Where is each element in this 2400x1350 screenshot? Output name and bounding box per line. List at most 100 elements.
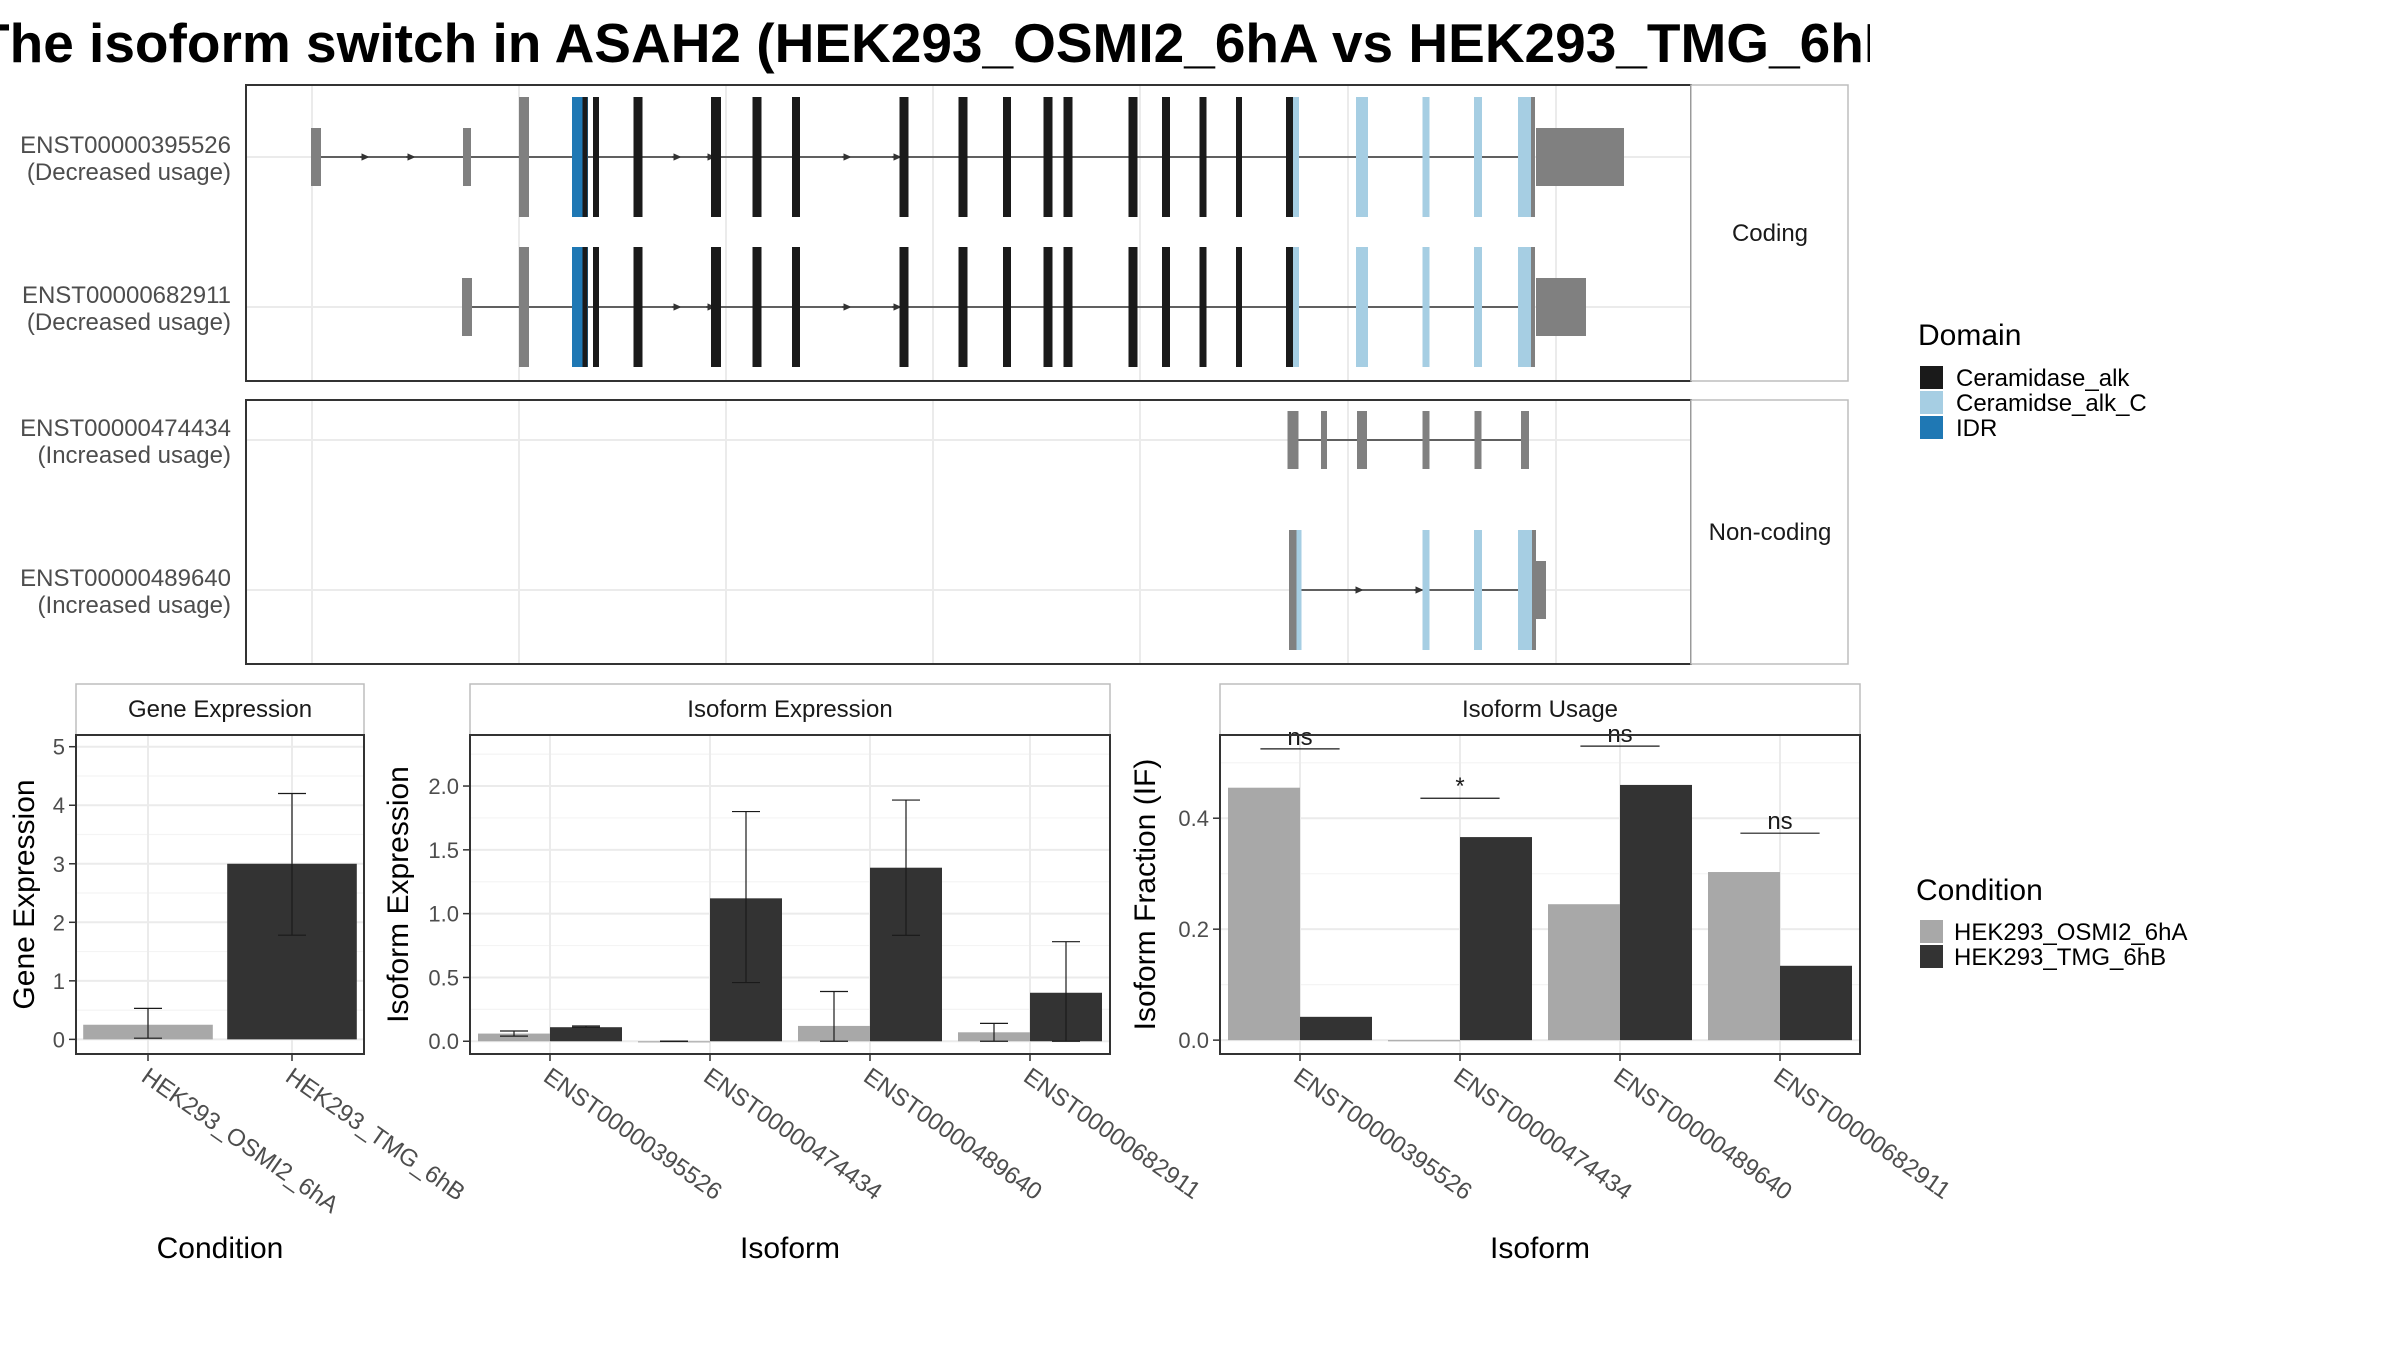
utr-exon <box>463 128 471 186</box>
ceramidase-alk-exon <box>633 247 643 367</box>
chart-strip-title: Isoform Usage <box>1462 696 1618 723</box>
chart-panel-border <box>75 734 365 1055</box>
ceramidase-alk-exon <box>1286 97 1294 217</box>
transcript-usage-label: (Decreased usage) <box>27 159 231 186</box>
significance-label: ns <box>1287 724 1312 751</box>
chart-panel-border <box>469 734 1111 1055</box>
transcript-id-label: ENST00000489640 <box>20 565 231 592</box>
utr-exon <box>1531 247 1535 367</box>
ceramidase-alk-exon <box>1128 97 1138 217</box>
condition-legend-key <box>1920 945 1943 968</box>
chart-strip-title: Gene Expression <box>128 696 312 723</box>
y-tick-label: 0.2 <box>1178 917 1209 942</box>
ceramidse-alk-c-exon <box>1422 247 1430 367</box>
significance-label: ns <box>1767 808 1792 835</box>
noncoding-exon <box>1357 411 1367 469</box>
utr-exon <box>519 247 529 367</box>
utr-3prime-block <box>1536 561 1546 619</box>
ceramidase-alk-exon <box>1043 97 1053 217</box>
bar <box>1388 1040 1460 1042</box>
bar <box>1780 965 1852 1041</box>
chart-isoform-usage: Isoform Usagens*nsns0.00.20.4ENST0000039… <box>1129 683 1955 1265</box>
ceramidase-alk-exon <box>1063 247 1073 367</box>
ceramidase-alk-exon <box>1236 247 1242 367</box>
significance-label: * <box>1455 773 1464 800</box>
noncoding-exon <box>1474 411 1482 469</box>
ceramidase-alk-exon <box>1162 247 1170 367</box>
ceramidse-alk-c-exon <box>1356 247 1368 367</box>
chart-strip <box>75 683 365 736</box>
ceramidse-alk-c-exon <box>1518 97 1532 217</box>
bar <box>1548 904 1620 1041</box>
noncoding-exon <box>1521 411 1529 469</box>
ceramidse-alk-c-exon <box>1422 97 1430 217</box>
ceramidse-alk-c-exon <box>1293 97 1299 217</box>
bar <box>1708 872 1780 1041</box>
ceramidse-alk-c-exon <box>1293 247 1299 367</box>
bar <box>550 1027 622 1042</box>
ceramidse-alk-c-exon <box>1474 247 1482 367</box>
bar <box>1460 837 1532 1041</box>
facet-label-non-coding: Non-coding <box>1709 519 1832 546</box>
y-axis-title: Gene Expression <box>8 779 41 1009</box>
noncoding-exon <box>1422 411 1430 469</box>
transcript-usage-label: (Increased usage) <box>38 592 231 619</box>
plot-title-text: The isoform switch in ASAH2 (HEK293_OSMI… <box>0 12 1870 74</box>
y-tick-label: 1 <box>53 969 65 994</box>
ceramidase-alk-exon <box>593 97 599 217</box>
domain-legend-label: Ceramidase_alk <box>1956 365 2130 392</box>
ceramidase-alk-exon <box>958 247 968 367</box>
ceramidase-alk-exon <box>1003 97 1011 217</box>
ceramidase-alk-exon <box>593 247 599 367</box>
ceramidse-alk-c-exon <box>1518 530 1532 650</box>
condition-legend-title: Condition <box>1916 874 2043 907</box>
chart-strip-title: Isoform Expression <box>687 696 892 723</box>
ceramidase-alk-exon <box>1162 97 1170 217</box>
chart-panel-border <box>1219 734 1861 1055</box>
y-tick-label: 5 <box>53 735 65 760</box>
ceramidase-alk-exon <box>752 247 762 367</box>
ceramidase-alk-exon <box>582 247 588 367</box>
bar <box>1228 787 1300 1041</box>
y-tick-label: 0.0 <box>428 1029 459 1054</box>
y-tick-label: 0.4 <box>1178 806 1209 831</box>
transcript-usage-label: (Decreased usage) <box>27 309 231 336</box>
ceramidse-alk-c-exon <box>1422 530 1430 650</box>
utr-exon <box>1532 530 1536 650</box>
condition-legend-key <box>1920 920 1943 943</box>
ceramidase-alk-exon <box>711 247 721 367</box>
transcript-id-label: ENST00000474434 <box>20 415 231 442</box>
y-tick-label: 0.5 <box>428 965 459 990</box>
utr-exon <box>311 128 321 186</box>
y-tick-label: 0 <box>53 1027 65 1052</box>
y-tick-label: 2.0 <box>428 774 459 799</box>
utr-exon <box>519 97 529 217</box>
y-tick-label: 3 <box>53 852 65 877</box>
ceramidase-alk-exon <box>792 247 800 367</box>
chart-strip <box>469 683 1111 736</box>
ceramidse-alk-c-exon <box>1356 97 1368 217</box>
domain-legend-label: Ceramidse_alk_C <box>1956 390 2147 417</box>
ceramidase-alk-exon <box>1003 247 1011 367</box>
ceramidase-alk-exon <box>582 97 588 217</box>
transcript-structure-panel: CodingNon-codingENST00000395526(Decrease… <box>20 84 1849 665</box>
bar <box>478 1033 550 1042</box>
x-axis-title: Isoform <box>740 1232 840 1265</box>
utr-3prime-block <box>1536 278 1586 336</box>
domain-legend-key <box>1920 391 1943 414</box>
condition-legend-label: HEK293_OSMI2_6hA <box>1954 919 2187 946</box>
ceramidase-alk-exon <box>1063 97 1073 217</box>
domain-legend-key <box>1920 416 1943 439</box>
ceramidase-alk-exon <box>752 97 762 217</box>
ceramidase-alk-exon <box>711 97 721 217</box>
y-tick-label: 2 <box>53 910 65 935</box>
facet-strip-1 <box>1690 399 1849 665</box>
utr-exon <box>1531 97 1535 217</box>
ceramidase-alk-exon <box>792 97 800 217</box>
utr-exon <box>462 278 472 336</box>
x-axis-title: Isoform <box>1490 1232 1590 1265</box>
ceramidase-alk-exon <box>1128 247 1138 367</box>
domain-legend-key <box>1920 366 1943 389</box>
